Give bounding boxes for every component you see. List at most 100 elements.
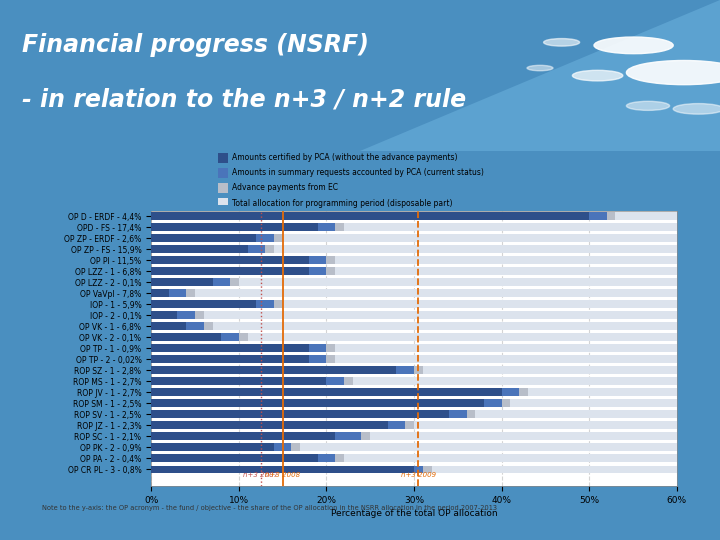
Bar [151, 400, 484, 407]
Bar [151, 245, 677, 253]
Circle shape [594, 37, 673, 53]
Text: - in relation to the n+3 / n+2 rule: - in relation to the n+3 / n+2 rule [22, 87, 466, 112]
Bar [151, 267, 677, 275]
Bar [151, 245, 248, 253]
Bar [151, 355, 309, 363]
Bar [151, 278, 212, 286]
FancyBboxPatch shape [218, 183, 228, 193]
FancyBboxPatch shape [218, 168, 228, 178]
Bar [151, 400, 510, 407]
Bar [151, 377, 344, 386]
Bar [151, 289, 186, 297]
Bar [151, 212, 607, 220]
Bar [151, 410, 467, 418]
Text: Amounts in summary requests accounted by PCA (current status): Amounts in summary requests accounted by… [232, 168, 484, 177]
Bar [151, 234, 677, 242]
Bar [151, 322, 186, 330]
Bar [151, 267, 309, 275]
FancyBboxPatch shape [218, 198, 228, 208]
Bar [151, 267, 326, 275]
Bar [151, 223, 677, 231]
Text: n+3 2008: n+3 2008 [265, 472, 300, 478]
Bar [151, 410, 449, 418]
Circle shape [544, 38, 580, 46]
Bar [151, 256, 309, 264]
Bar [151, 388, 528, 396]
Bar [151, 465, 431, 474]
Bar [151, 400, 502, 407]
Bar [151, 455, 677, 462]
Bar [151, 443, 274, 451]
Circle shape [673, 104, 720, 114]
Bar [151, 355, 326, 363]
Bar [151, 388, 519, 396]
Circle shape [626, 102, 670, 110]
Bar [151, 455, 318, 462]
Bar [151, 322, 212, 330]
Text: Note to the y-axis: the OP acronym - the fund / objective - the share of the OP : Note to the y-axis: the OP acronym - the… [42, 504, 498, 511]
Bar [151, 311, 677, 319]
Bar [151, 443, 300, 451]
X-axis label: Percentage of the total OP allocation: Percentage of the total OP allocation [330, 509, 498, 518]
Text: n+3 2009: n+3 2009 [401, 472, 436, 478]
Bar [151, 322, 204, 330]
Bar [151, 278, 230, 286]
Bar [151, 278, 239, 286]
FancyBboxPatch shape [218, 153, 228, 163]
Circle shape [527, 65, 553, 71]
Bar [151, 212, 589, 220]
Bar [151, 223, 318, 231]
Bar [151, 366, 397, 374]
Bar [151, 311, 177, 319]
Bar [151, 311, 204, 319]
Bar [151, 333, 248, 341]
Bar [151, 345, 326, 352]
Bar [151, 433, 361, 441]
Bar [151, 300, 256, 308]
Bar [151, 410, 677, 418]
Circle shape [626, 60, 720, 85]
Bar [151, 421, 387, 429]
Bar [151, 333, 221, 341]
Bar [151, 355, 335, 363]
Bar [151, 212, 677, 220]
Text: Amounts certified by PCA (without the advance payments): Amounts certified by PCA (without the ad… [232, 153, 458, 162]
Bar [151, 300, 677, 308]
Bar [151, 355, 677, 363]
Bar [151, 465, 423, 474]
Bar [151, 333, 239, 341]
Bar [151, 421, 405, 429]
Bar [151, 421, 677, 429]
Text: Total allocation for programming period (disposable part): Total allocation for programming period … [232, 199, 453, 207]
Bar [151, 256, 335, 264]
Bar [151, 377, 326, 386]
Bar [151, 289, 677, 297]
Bar [151, 300, 282, 308]
Text: Advance payments from EC: Advance payments from EC [232, 184, 338, 192]
Circle shape [572, 70, 623, 81]
Bar [151, 256, 677, 264]
Polygon shape [360, 0, 720, 151]
Bar [151, 278, 677, 286]
Bar [151, 234, 282, 242]
Bar [151, 366, 677, 374]
Bar [151, 443, 677, 451]
Bar [151, 345, 335, 352]
Bar [151, 245, 274, 253]
Bar [151, 421, 414, 429]
Bar [151, 388, 502, 396]
Bar [151, 223, 335, 231]
Bar [151, 289, 195, 297]
Bar [151, 366, 414, 374]
Bar [151, 366, 423, 374]
Bar [151, 465, 677, 474]
Bar [151, 400, 677, 407]
Bar [151, 388, 677, 396]
Bar [151, 256, 326, 264]
Bar [151, 410, 475, 418]
Bar [151, 267, 335, 275]
Bar [151, 345, 677, 352]
Bar [151, 433, 370, 441]
Bar [151, 223, 344, 231]
Bar [151, 245, 265, 253]
